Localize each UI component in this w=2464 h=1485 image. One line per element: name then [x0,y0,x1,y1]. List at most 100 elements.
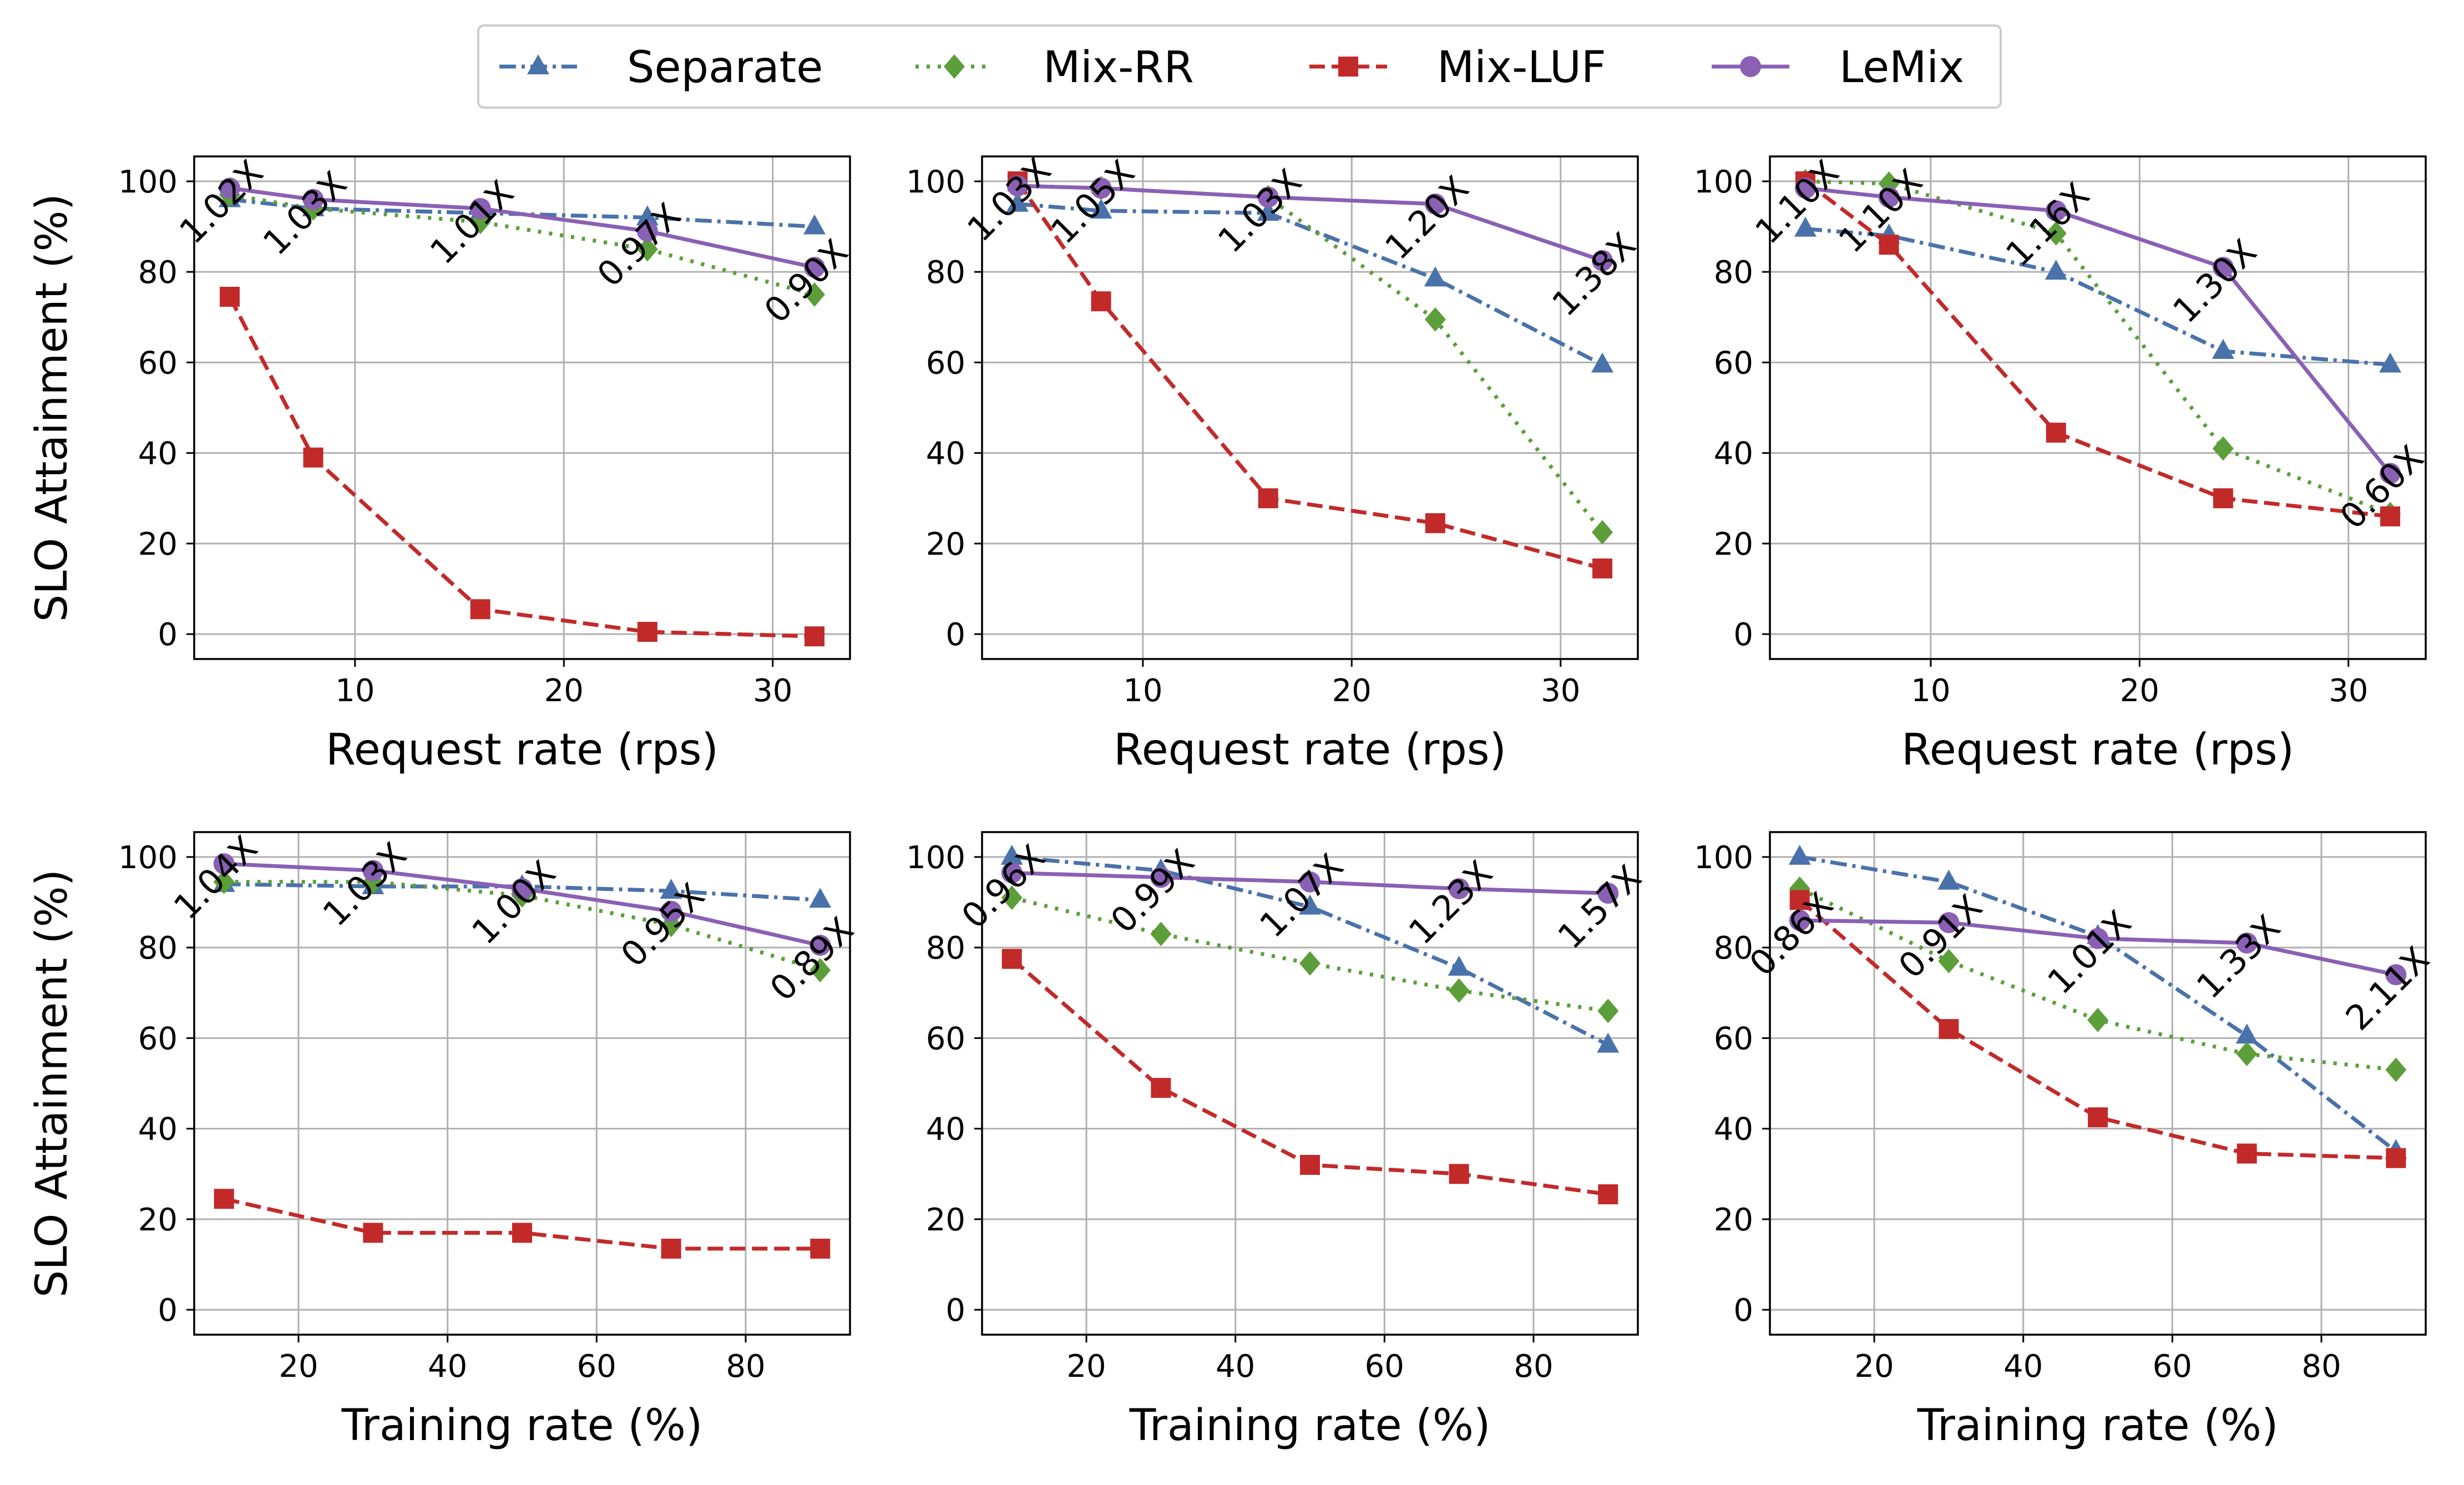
series-line [224,880,821,972]
y-tick-label: 0 [158,1293,178,1329]
ticks: 10 20 30 0 20 40 60 80 100 [906,164,1580,709]
y-tick-label: 60 [138,345,178,381]
legend-marker-icon [527,54,549,74]
series-line [1799,855,2397,1153]
data-point [2213,488,2233,509]
data-point [1258,488,1278,509]
x-axis-label: Request rate (rps) [1114,725,1506,775]
data-point [804,282,826,307]
data-point [636,237,658,262]
legend-entry-mix-luf: Mix-LUF [1309,43,1606,93]
data-point [470,599,490,620]
data-point [1794,216,1817,237]
data-point [1006,191,1029,212]
data-point [1592,558,1613,579]
data-point [512,1223,532,1243]
data-point [1597,1032,1620,1053]
series-group [1006,171,1614,579]
data-point [1938,912,1960,934]
legend-entry-lemix: LeMix [1712,43,1964,93]
data-point [1151,1078,1171,1098]
data-point [303,447,323,468]
x-tick-label: 20 [1066,1349,1106,1385]
data-point [2235,1023,2258,1044]
data-point [1150,921,1172,946]
data-point [2385,1057,2407,1082]
series-line [1011,895,1608,1013]
data-point [2212,338,2234,359]
data-point [214,1189,234,1209]
x-tick-label: 80 [1514,1349,1553,1385]
y-tick-label: 100 [1694,840,1753,876]
data-point [2046,422,2066,443]
legend-label: Separate [627,43,823,93]
y-tick-label: 80 [926,930,965,966]
y-tick-label: 20 [138,526,178,562]
data-point [2045,221,2067,246]
x-tick-label: 10 [335,673,375,709]
x-axis-label: Training rate (%) [1917,1401,2279,1451]
data-point [660,879,682,899]
ticks: 20 40 60 80 0 20 40 60 80 100 [1694,840,2341,1385]
data-point [2045,200,2067,221]
data-point [1299,951,1320,976]
series-group [212,853,832,1259]
data-point [1938,949,1960,974]
data-point [1000,844,1023,865]
data-point [1001,862,1023,884]
data-point [2236,932,2258,954]
y-tick-label: 80 [1714,255,1753,291]
data-point [2386,1148,2406,1168]
data-point [1449,1164,1469,1184]
data-point [219,178,240,199]
y-tick-label: 80 [1714,930,1753,966]
data-point [803,214,826,235]
x-tick-label: 60 [2153,1349,2192,1385]
data-point [2045,260,2067,280]
series-line [224,882,821,902]
y-tick-label: 40 [138,436,178,472]
x-tick-label: 80 [2301,1349,2341,1385]
series-separate [1006,191,1614,373]
data-point [1424,307,1446,332]
series-mix-luf [1001,949,1618,1204]
series-separate [1794,216,2402,373]
data-point [362,860,384,881]
plot-frame [981,155,1639,660]
x-tick-label: 40 [2003,1349,2043,1385]
y-tick-label: 40 [1714,436,1753,472]
data-point [809,935,831,956]
x-tick-label: 40 [1216,1349,1255,1385]
y-tick-label: 100 [906,840,965,876]
data-point [1090,198,1112,219]
series-lemix [1789,910,2407,986]
data-point [1150,866,1172,888]
y-tick-label: 80 [138,255,178,291]
series-mix-luf [214,1189,831,1259]
legend-marker-icon [944,54,965,79]
data-point [2237,1143,2257,1164]
plot-frame [1769,831,2427,1336]
data-point [1878,186,1900,208]
series-mix-luf [219,287,825,647]
y-tick-label: 80 [926,255,965,291]
series-group [1794,169,2402,526]
plot-frame [981,831,1639,1336]
y-tick-label: 40 [1714,1112,1753,1148]
data-point [1257,201,1279,221]
ticks: 10 20 30 0 20 40 60 80 100 [118,164,792,709]
data-point [810,1238,831,1259]
legend: Separate Mix-RR Mix-LUF LeMix [477,24,2002,109]
x-tick-label: 30 [753,673,792,709]
data-point [660,900,682,922]
data-point [1257,186,1279,208]
data-point [1597,883,1619,904]
data-point [1794,178,1816,199]
data-point [1299,871,1320,893]
data-point [809,957,831,982]
data-point [1591,352,1614,373]
